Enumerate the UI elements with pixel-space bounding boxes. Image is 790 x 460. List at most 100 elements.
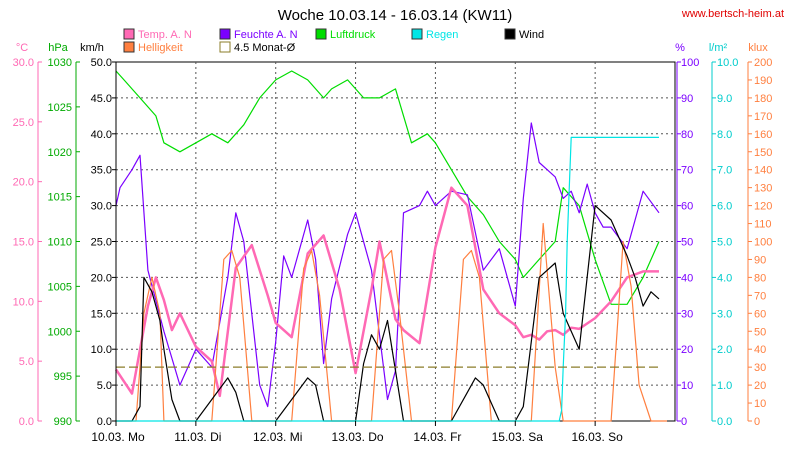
axis-tick-label: 15.0 <box>13 237 34 249</box>
axis-tick-label: 30 <box>681 308 693 320</box>
legend-swatch <box>504 28 516 40</box>
axis-tick-label: 9.0 <box>717 93 732 105</box>
legend-label: 4.5 Monat-Ø <box>234 42 296 54</box>
axis-tick-label: 150 <box>754 147 772 159</box>
legend-swatch <box>123 41 135 53</box>
axis-tick-label: 990 <box>54 416 72 428</box>
axis-tick-label: 160 <box>754 129 772 141</box>
axis-tick-label: 15.0 <box>91 308 112 320</box>
axis-tick-label: 20 <box>681 344 693 356</box>
axis-tick-label: 20 <box>754 380 766 392</box>
axis-tick-label: 200 <box>754 57 772 69</box>
axis-tick-label: 0.0 <box>19 416 34 428</box>
legend: Temp. A. N Feuchte A. N Luftdruck Regen Wind… <box>123 28 544 54</box>
series-line-regen <box>116 136 659 422</box>
axis-tick-label: 25.0 <box>91 237 112 249</box>
axis-tick-label: 50 <box>754 326 766 338</box>
axis-tick-label: 3.0 <box>717 308 732 320</box>
series-line-temp-a-n <box>114 186 659 398</box>
axis-tick-label: 40 <box>681 272 693 284</box>
axis-tick-label: 10.0 <box>13 296 34 308</box>
x-axis-tick-label: 13.03. Do <box>332 430 384 444</box>
x-axis-tick-label: 14.03. Fr <box>413 430 461 444</box>
legend-label: Temp. A. N <box>138 29 192 41</box>
axis-tick-label: 1000 <box>48 326 72 338</box>
axis-tick-label: 10.0 <box>91 344 112 356</box>
legend-label: Luftdruck <box>330 29 376 41</box>
axis-tick-label: 1015 <box>48 192 72 204</box>
axis-tick-label: 50.0 <box>91 57 112 69</box>
axis-tick-label: 20.0 <box>13 177 34 189</box>
axis-tick-label: 70 <box>754 290 766 302</box>
axis-tick-label: 40.0 <box>91 129 112 141</box>
legend-label: Feuchte A. N <box>234 29 298 41</box>
axis-tick-label: 10 <box>681 380 693 392</box>
axis-tick-label: 0 <box>681 416 687 428</box>
axis-tick-label: 80 <box>754 272 766 284</box>
axis-tick-label: 0.0 <box>97 416 112 428</box>
axis-tick-label: 995 <box>54 371 72 383</box>
legend-swatch <box>411 28 423 40</box>
axis-tick-label: 20.0 <box>91 272 112 284</box>
axis-tick-label: 80 <box>681 129 693 141</box>
axis-tick-label: 70 <box>681 165 693 177</box>
axis-unit-label: % <box>675 42 685 54</box>
series-line-wind <box>116 205 660 422</box>
axis-unit-label: klux <box>748 42 768 54</box>
axis-tick-label: 120 <box>754 201 772 213</box>
axis-tick-label: 7.0 <box>717 165 732 177</box>
axis-tick-label: 10.0 <box>717 57 738 69</box>
axis-tick-label: 140 <box>754 165 772 177</box>
axis-tick-label: 6.0 <box>717 201 732 213</box>
axis-tick-label: 4.0 <box>717 272 732 284</box>
axis-unit-label: °C <box>16 42 28 54</box>
axis-tick-label: 2.0 <box>717 344 732 356</box>
legend-swatch <box>219 28 231 40</box>
axis-tick-label: 0 <box>754 416 760 428</box>
axes: 30.025.020.015.010.05.00.010301025102010… <box>13 57 773 428</box>
x-axis-tick-label: 15.03. Sa <box>492 430 544 444</box>
axis-tick-label: 1030 <box>48 57 72 69</box>
axis-tick-label: 0.0 <box>717 416 732 428</box>
axis-tick-label: 170 <box>754 111 772 123</box>
legend-label: Helligkeit <box>138 42 183 54</box>
axis-tick-label: 190 <box>754 75 772 87</box>
axis-tick-label: 180 <box>754 93 772 105</box>
axis-tick-label: 60 <box>754 308 766 320</box>
series-line-feuchte-a-n <box>115 122 660 408</box>
axis-units: °C hPa km/h% l/m² klux <box>16 42 768 54</box>
x-axis-tick-label: 10.03. Mo <box>91 430 145 444</box>
axis-tick-label: 35.0 <box>91 165 112 177</box>
axis-tick-label: 45.0 <box>91 93 112 105</box>
legend-label: Regen <box>426 29 458 41</box>
axis-tick-label: 1025 <box>48 102 72 114</box>
legend-label: Wind <box>519 29 544 41</box>
axis-tick-label: 10 <box>754 398 766 410</box>
axis-tick-label: 1020 <box>48 147 72 159</box>
axis-tick-label: 40 <box>754 344 766 356</box>
axis-tick-label: 90 <box>754 254 766 266</box>
axis-tick-label: 25.0 <box>13 117 34 129</box>
series-layer <box>114 70 667 422</box>
watermark: www.bertsch-heim.at <box>681 8 784 20</box>
axis-tick-label: 110 <box>754 219 772 231</box>
axis-unit-label: l/m² <box>709 42 728 54</box>
axis-unit-label: km/h <box>80 42 104 54</box>
x-axis-tick-label: 12.03. Mi <box>253 430 302 444</box>
legend-swatch <box>219 41 231 53</box>
axis-tick-label: 100 <box>681 57 699 69</box>
axis-tick-label: 50 <box>681 237 693 249</box>
axis-tick-label: 5.0 <box>97 380 112 392</box>
x-axis-labels: 10.03. Mo 11.03. Di 12.03. Mi 13.03. Do 14.0… <box>91 421 623 444</box>
axis-tick-label: 130 <box>754 183 772 195</box>
axis-tick-label: 8.0 <box>717 129 732 141</box>
legend-swatch <box>123 28 135 40</box>
axis-tick-label: 30.0 <box>91 201 112 213</box>
axis-tick-label: 30 <box>754 362 766 374</box>
axis-tick-label: 30.0 <box>13 57 34 69</box>
axis-tick-label: 5.0 <box>717 237 732 249</box>
axis-tick-label: 1010 <box>48 237 72 249</box>
x-axis-tick-label: 16.03. So <box>571 430 623 444</box>
series-line-luftdruck <box>115 70 660 305</box>
